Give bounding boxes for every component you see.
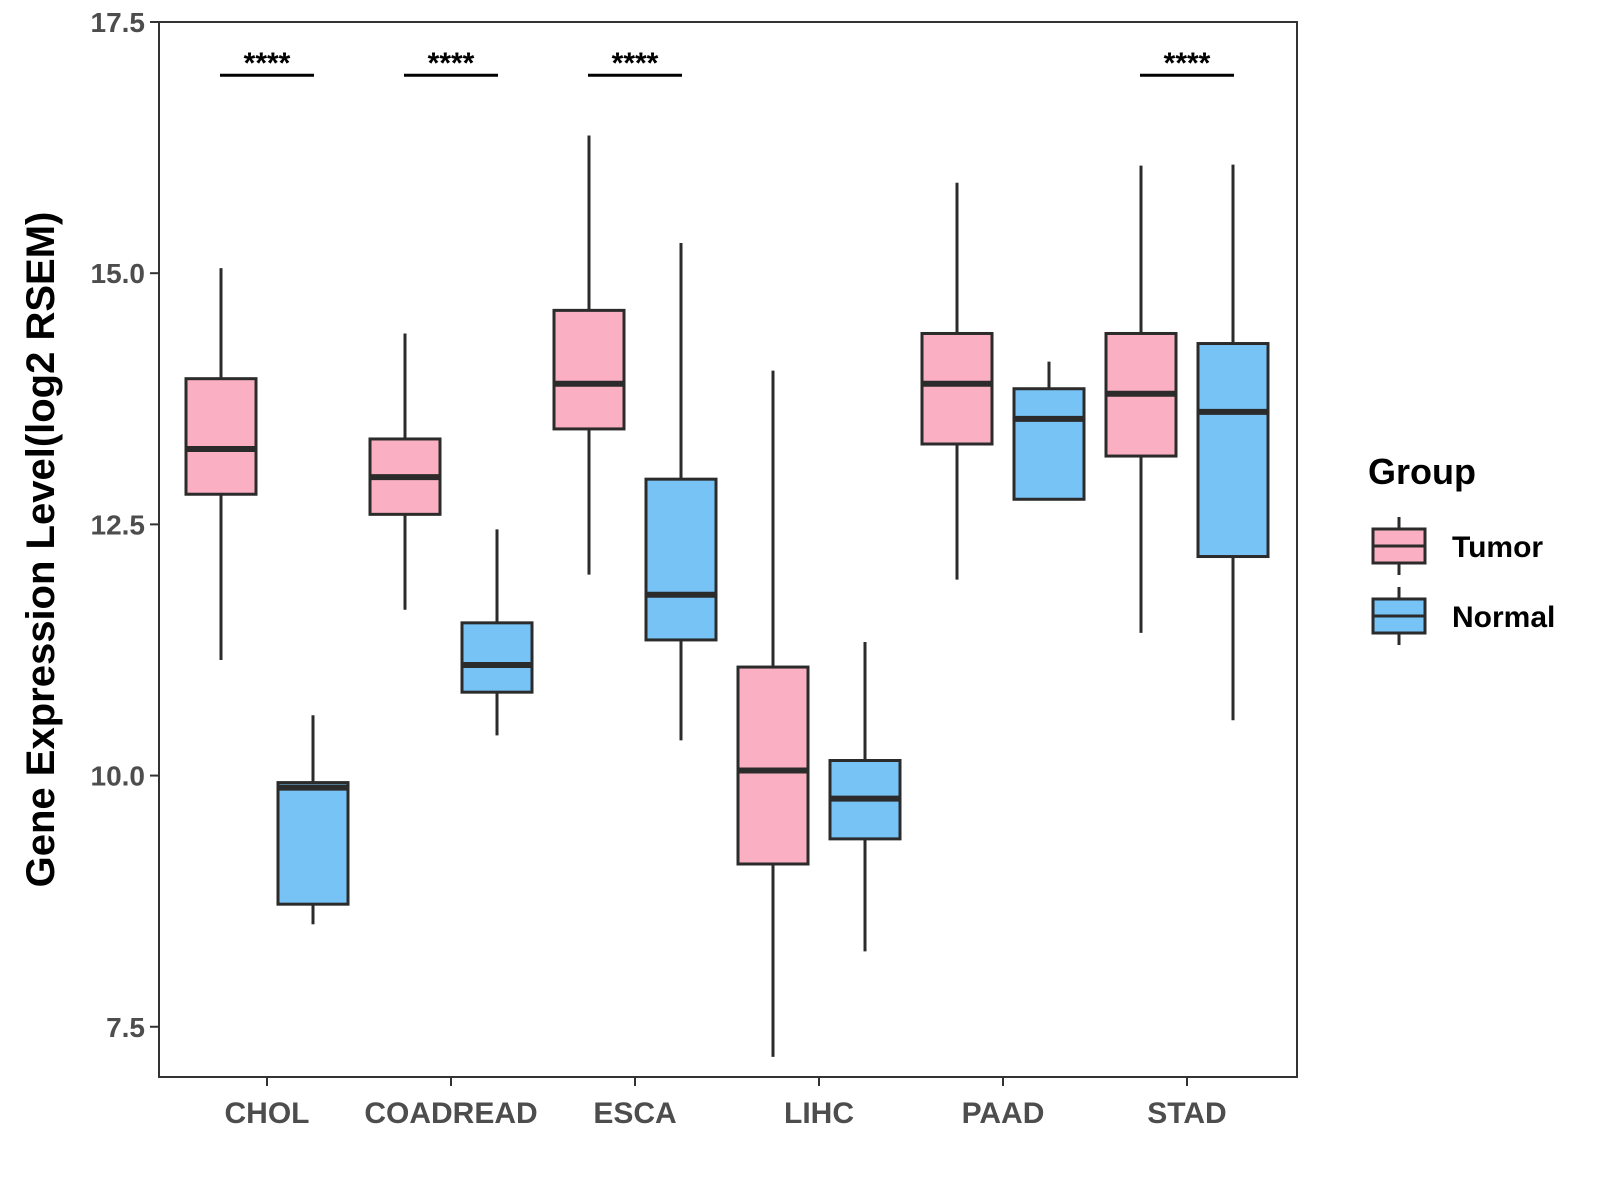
iqr-box: [460, 621, 534, 694]
iqr-box: [1196, 342, 1270, 559]
box-tumor-esca: [552, 135, 626, 575]
box-tumor-paad: [920, 182, 994, 580]
box-normal-chol: [276, 715, 350, 925]
significance-label: ****: [1164, 47, 1211, 80]
iqr-box: [736, 665, 810, 866]
legend-label: Tumor: [1452, 531, 1543, 564]
box-series: [184, 135, 1270, 1057]
legend-title: Group: [1368, 451, 1476, 492]
legend-label: Normal: [1452, 601, 1555, 634]
iqr-box: [1012, 387, 1086, 501]
x-tick-label-esca: ESCA: [593, 1097, 676, 1130]
box-tumor-stad: [1104, 165, 1178, 633]
significance-annotations: **** **** **** ****: [220, 47, 1234, 80]
box-normal-lihc: [828, 641, 902, 952]
legend-item-tumor: Tumor: [1371, 517, 1543, 575]
significance-label: ****: [244, 47, 291, 80]
y-tick-label: 10.0: [91, 761, 146, 792]
box-tumor-lihc: [736, 370, 810, 1057]
y-axis: 7.5 10.0 12.5 15.0 17.5: [91, 7, 159, 1043]
iqr-box: [920, 331, 994, 446]
x-tick-label-chol: CHOL: [225, 1097, 310, 1130]
x-axis: CHOL COADREAD ESCA LIHC PAAD STAD: [225, 1077, 1227, 1130]
iqr-box: [184, 377, 258, 496]
y-tick-label: 17.5: [91, 7, 146, 38]
box-normal-stad: [1196, 164, 1270, 721]
y-axis-title: Gene Expression Level(log2 RSEM): [19, 212, 63, 888]
box-tumor-chol: [184, 268, 258, 661]
x-tick-label-paad: PAAD: [962, 1097, 1045, 1130]
x-tick-label-lihc: LIHC: [784, 1097, 854, 1130]
y-tick-label: 7.5: [106, 1012, 145, 1043]
x-tick-label-stad: STAD: [1147, 1097, 1226, 1130]
y-tick-label: 12.5: [91, 509, 146, 540]
iqr-box: [644, 477, 718, 642]
legend-item-normal: Normal: [1371, 587, 1555, 645]
box-normal-esca: [644, 243, 718, 741]
box-normal-paad: [1012, 361, 1086, 501]
x-tick-label-coadread: COADREAD: [364, 1097, 537, 1130]
box-tumor-coadread: [368, 333, 442, 610]
legend: Group Tumor Normal: [1368, 451, 1555, 645]
box-normal-coadread: [460, 529, 534, 736]
significance-label: ****: [428, 47, 475, 80]
iqr-box: [276, 781, 350, 906]
significance-label: ****: [612, 47, 659, 80]
plot-panel-border: [158, 21, 1298, 1078]
y-tick-label: 15.0: [91, 258, 146, 289]
iqr-box: [552, 308, 626, 431]
